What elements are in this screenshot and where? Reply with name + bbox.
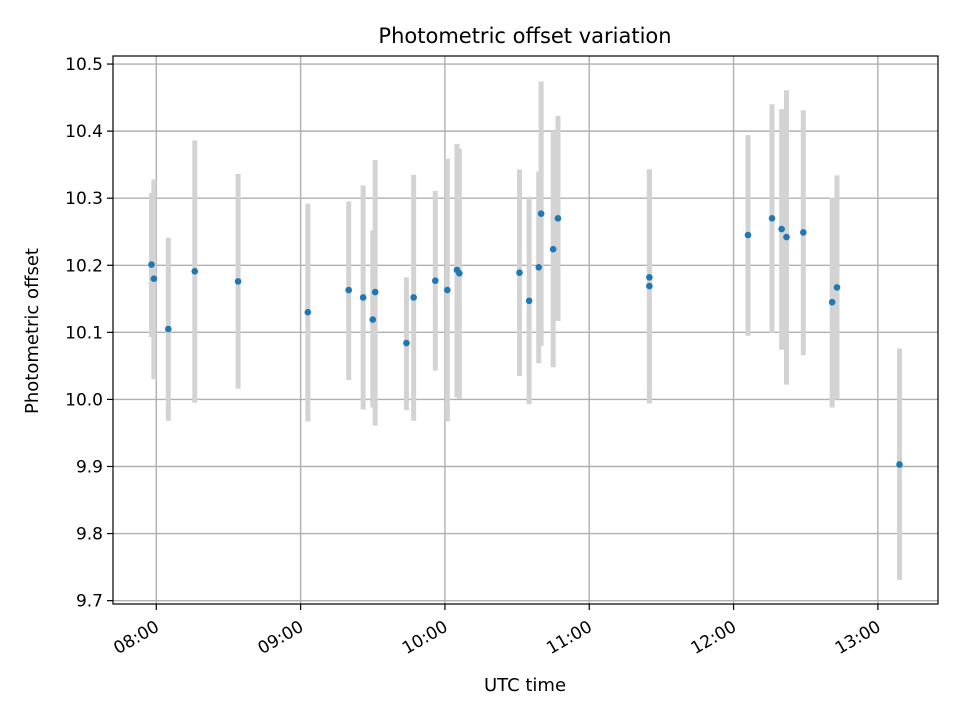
data-point bbox=[778, 225, 785, 233]
y-tick-label: 9.7 bbox=[76, 592, 103, 612]
data-point bbox=[403, 339, 410, 347]
y-tick-label: 9.8 bbox=[76, 525, 103, 545]
plot-frame bbox=[112, 55, 939, 605]
x-axis-label: UTC time bbox=[484, 675, 566, 696]
y-axis-label: Photometric offset bbox=[22, 248, 43, 414]
data-point bbox=[516, 269, 523, 276]
y-tick-label: 10.5 bbox=[65, 55, 103, 75]
data-point bbox=[646, 282, 653, 290]
data-point bbox=[549, 245, 557, 253]
data-point bbox=[535, 263, 543, 271]
y-tick-label: 10.2 bbox=[65, 256, 103, 276]
data-point bbox=[345, 286, 353, 294]
data-point bbox=[896, 461, 903, 468]
y-tick-label: 10.3 bbox=[65, 189, 103, 209]
data-point bbox=[646, 274, 653, 281]
data-point bbox=[359, 294, 367, 301]
data-point bbox=[537, 210, 545, 217]
data-point bbox=[191, 268, 199, 275]
marker-layer bbox=[148, 210, 903, 468]
data-point bbox=[828, 298, 836, 306]
tick-layer: 08:00 09:00 10:00 11:00 12:00 13:009.79.89.91… bbox=[65, 55, 884, 659]
data-point bbox=[783, 233, 790, 241]
data-point bbox=[456, 270, 463, 277]
data-point bbox=[525, 297, 533, 305]
data-point bbox=[369, 316, 377, 323]
data-point bbox=[444, 286, 451, 294]
y-tick-label: 10.4 bbox=[65, 122, 103, 142]
data-point bbox=[768, 215, 776, 222]
data-point bbox=[371, 288, 379, 296]
grid-layer bbox=[113, 56, 938, 604]
data-point bbox=[800, 229, 807, 236]
data-point bbox=[554, 215, 562, 222]
data-point bbox=[165, 325, 172, 333]
y-tick-label: 9.9 bbox=[76, 457, 103, 477]
y-tick-label: 10.1 bbox=[65, 323, 103, 343]
data-point bbox=[410, 294, 417, 301]
data-point bbox=[234, 278, 242, 285]
data-point bbox=[744, 231, 752, 239]
data-point bbox=[833, 284, 841, 291]
y-tick-label: 10.0 bbox=[65, 390, 103, 410]
data-point bbox=[432, 277, 439, 285]
data-point bbox=[150, 275, 158, 282]
data-point bbox=[148, 261, 155, 268]
data-point bbox=[304, 308, 312, 316]
chart-title: Photometric offset variation bbox=[378, 24, 671, 48]
